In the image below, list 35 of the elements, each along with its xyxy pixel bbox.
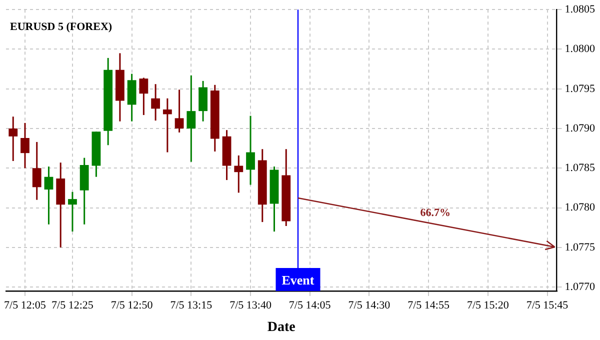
y-tick-label: 1.0775 bbox=[564, 241, 596, 254]
x-tick-label: 7/5 14:30 bbox=[348, 299, 391, 312]
annotation: 66.7% bbox=[420, 206, 450, 219]
candlestick bbox=[8, 116, 18, 162]
candlestick bbox=[32, 141, 42, 201]
candlestick bbox=[151, 83, 160, 122]
ref-line-label: Event bbox=[282, 272, 315, 288]
y-tick-label: 1.0780 bbox=[564, 202, 596, 214]
candlestick bbox=[234, 154, 244, 194]
x-tick-label: 7/5 12:50 bbox=[110, 299, 154, 312]
candlestick bbox=[186, 74, 196, 163]
x-tick-label: 7/5 13:40 bbox=[230, 299, 272, 312]
y-tick-label: 1.0790 bbox=[564, 122, 596, 134]
candlestick bbox=[174, 88, 184, 134]
x-tick-label: 7/5 14:55 bbox=[408, 299, 450, 312]
candlestick bbox=[20, 122, 30, 169]
x-tick-label: 7/5 15:20 bbox=[466, 299, 510, 312]
candlestick bbox=[198, 80, 208, 122]
y-tick-label: 1.0795 bbox=[564, 82, 596, 95]
x-tick-label: 7/5 14:05 bbox=[288, 299, 332, 312]
text: EURUSD 5 (FOREX) bbox=[10, 20, 112, 33]
candlestick bbox=[44, 166, 54, 226]
y-tick-label: 1.0770 bbox=[564, 280, 596, 293]
candlestick bbox=[139, 77, 148, 116]
y-tick-label: 1.0805 bbox=[564, 3, 596, 16]
candlestick bbox=[68, 191, 77, 232]
x-axis-title: Date bbox=[267, 320, 296, 336]
y-tick-label: 1.0800 bbox=[564, 43, 596, 56]
y-tick-label: 1.0785 bbox=[564, 162, 596, 174]
x-tick-label: 7/5 15:45 bbox=[526, 299, 569, 312]
x-tick-label: 7/5 13:15 bbox=[170, 299, 213, 312]
candlestick bbox=[162, 98, 172, 154]
x-tick-label: 7/5 12:25 bbox=[52, 299, 94, 312]
x-tick-label: 7/5 12:05 bbox=[4, 299, 46, 312]
candlestick bbox=[246, 115, 255, 186]
